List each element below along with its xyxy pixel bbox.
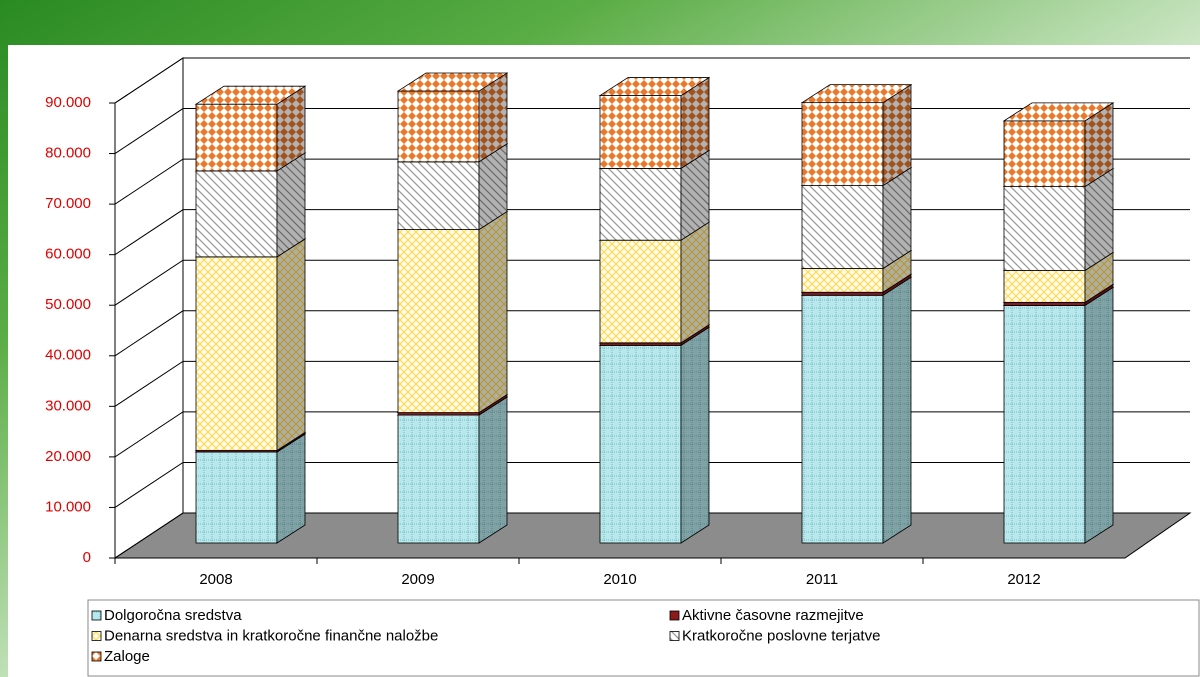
bar-side-shade	[1085, 252, 1113, 303]
y-tick-label: 40.000	[45, 347, 91, 364]
bar-side-shade	[1085, 102, 1113, 187]
bar-segment	[599, 344, 682, 544]
bar-segment	[599, 239, 682, 344]
x-tick-label: 2010	[603, 571, 636, 588]
bar-segment	[195, 256, 278, 451]
bar-segment	[397, 90, 480, 163]
bar-segment	[1003, 301, 1086, 306]
y-tick-label: 60.000	[45, 246, 91, 263]
bar-segment	[599, 167, 682, 241]
x-tick-label: 2012	[1007, 571, 1040, 588]
bar-side-shade	[479, 211, 507, 413]
y-tick-label: 30.000	[45, 397, 91, 414]
y-tick-label: 70.000	[45, 195, 91, 212]
bar-segment	[1003, 270, 1086, 303]
bar-segment	[397, 414, 480, 544]
bar-top	[396, 72, 509, 92]
legend-swatch	[91, 651, 102, 662]
bar-side-shade	[479, 397, 507, 543]
legend-swatch	[91, 610, 102, 621]
y-tick-label: 10.000	[45, 498, 91, 515]
legend-swatch	[669, 610, 680, 621]
y-tick-label: 0	[83, 549, 91, 566]
x-tick-label: 2009	[401, 571, 434, 588]
bar-side-shade	[681, 77, 709, 169]
bar-top	[800, 84, 913, 104]
bar-segment	[397, 229, 480, 413]
legend-label: Kratkoročne poslovne terjatve	[682, 627, 880, 644]
bar-segment	[801, 185, 884, 269]
bar-side-shade	[883, 167, 911, 269]
bar-segment	[599, 95, 682, 169]
legend-swatch	[669, 631, 680, 641]
bar-side-shade	[883, 277, 911, 543]
legend-label: Dolgoročna sredstva	[104, 607, 242, 624]
bar-segment	[801, 268, 884, 293]
bar-side-shade	[277, 434, 305, 543]
bar-side-shade	[1085, 284, 1113, 306]
bar-side-shade	[479, 394, 507, 416]
y-tick-label: 20.000	[45, 448, 91, 465]
bar-side-shade	[479, 143, 507, 230]
bar-side-shade	[883, 274, 911, 296]
bar-side-shade	[277, 152, 305, 257]
bar-segment	[801, 102, 884, 186]
bar-segment	[195, 170, 278, 258]
bar-segment	[195, 451, 278, 544]
bar-side-shade	[681, 324, 709, 346]
bar-segment	[801, 294, 884, 544]
bar-side-shade	[277, 86, 305, 171]
bar-side-shade	[479, 73, 507, 162]
bar-segment	[1003, 120, 1086, 187]
bar-segment	[1003, 304, 1086, 544]
bar-side-shade	[1085, 287, 1113, 543]
bar-top	[1002, 102, 1115, 122]
bar-segment	[195, 103, 278, 172]
x-tick-label: 2011	[806, 571, 838, 588]
y-tick-label: 90.000	[45, 94, 91, 111]
bar-side-shade	[883, 84, 911, 186]
bar-side-shade	[681, 222, 709, 343]
bar-segment	[397, 161, 480, 230]
bar-side-shade	[681, 327, 709, 543]
legend-box	[87, 599, 1200, 677]
legend-label: Aktivne časovne razmejitve	[682, 607, 864, 624]
bar-segment	[1003, 186, 1086, 271]
y-tick-label: 80.000	[45, 145, 91, 162]
x-tick-label: 2008	[199, 571, 232, 588]
bar-side-shade	[1085, 168, 1113, 271]
bar-segment	[801, 291, 884, 296]
bar-top	[598, 77, 711, 96]
y-tick-label: 50.000	[45, 296, 91, 313]
legend-label: Zaloge	[104, 648, 150, 665]
grid-line	[114, 57, 1190, 104]
bar-side-shade	[681, 150, 709, 241]
bar-side-shade	[883, 250, 911, 293]
legend-swatch	[91, 631, 102, 641]
bar-top	[194, 85, 307, 105]
side-wall	[114, 57, 184, 559]
legend-label: Denarna sredstva in kratkoročne finančne…	[104, 627, 438, 644]
bar-side-shade	[277, 238, 305, 451]
